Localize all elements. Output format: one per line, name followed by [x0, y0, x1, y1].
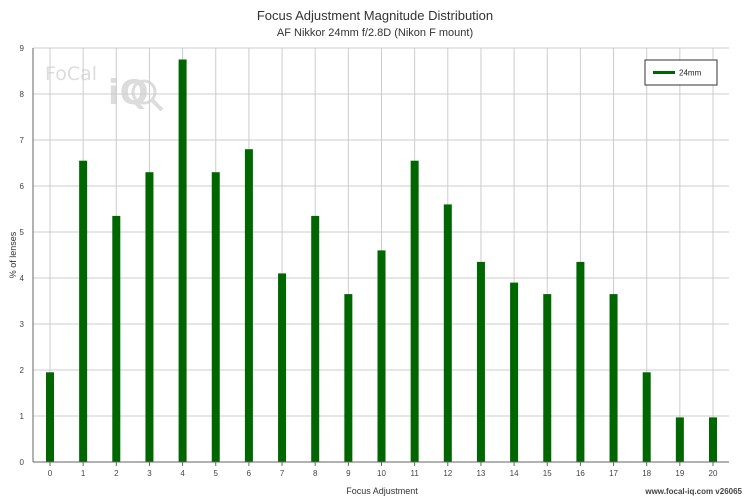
y-axis-label: % of lenses	[8, 231, 18, 278]
bar-10	[377, 250, 386, 462]
x-tick-label: 8	[313, 469, 318, 478]
x-tick-label: 6	[247, 469, 252, 478]
x-tick-label: 10	[377, 469, 386, 478]
x-tick-label: 18	[642, 469, 651, 478]
x-tick-label: 2	[114, 469, 119, 478]
bar-20	[709, 417, 717, 462]
y-tick-label: 1	[20, 412, 25, 421]
focal-iq-logo: FoCal iQ	[45, 63, 164, 113]
y-tick-label: 3	[20, 320, 25, 329]
x-tick-label: 3	[147, 469, 152, 478]
bar-8	[311, 215, 320, 462]
x-tick-label: 4	[180, 469, 185, 478]
x-axis-label: Focus Adjustment	[346, 486, 418, 496]
y-tick-label: 6	[20, 182, 25, 191]
x-tick-label: 16	[576, 469, 585, 478]
y-tick-label: 0	[20, 458, 25, 467]
y-tick-label: 5	[20, 228, 25, 237]
bar-16	[576, 261, 585, 462]
bar-2	[112, 215, 121, 462]
bar-1	[79, 160, 88, 462]
x-tick-label: 5	[214, 469, 219, 478]
y-tick-label: 2	[20, 366, 25, 375]
bar-13	[476, 261, 485, 462]
legend: 24mm	[644, 59, 718, 86]
x-tick-label: 11	[410, 469, 419, 478]
x-tick-label: 9	[346, 469, 351, 478]
bar-0	[46, 372, 54, 462]
footer-watermark: www.focal-iq.com v26065	[645, 487, 742, 496]
legend-label: 24mm	[679, 69, 702, 78]
x-tick-label: 1	[81, 469, 86, 478]
y-tick-label: 9	[20, 44, 25, 53]
bars	[46, 59, 717, 462]
axes	[32, 48, 729, 466]
y-tick-label: 7	[20, 136, 25, 145]
bar-18	[642, 372, 651, 462]
x-tick-label: 15	[543, 469, 552, 478]
x-tick-label: 20	[709, 469, 718, 478]
bar-12	[443, 204, 452, 462]
chart-subtitle: AF Nikkor 24mm f/2.8D (Nikon F mount)	[276, 27, 474, 39]
x-tick-label: 0	[48, 469, 53, 478]
x-tick-label: 14	[510, 469, 519, 478]
x-tick-label: 19	[675, 469, 684, 478]
bar-5	[211, 172, 220, 462]
bar-11	[410, 160, 419, 462]
svg-text:iQ: iQ	[108, 73, 149, 113]
chart-title: Focus Adjustment Magnitude Distribution	[256, 8, 494, 23]
y-tick-label: 4	[20, 274, 25, 283]
bar-3	[145, 172, 154, 462]
x-tick-label: 13	[476, 469, 485, 478]
x-tick-label: 12	[443, 469, 452, 478]
y-tick-label: 8	[20, 90, 25, 99]
bar-15	[543, 294, 552, 462]
bar-19	[675, 417, 684, 462]
bar-6	[244, 149, 253, 462]
svg-text:FoCal: FoCal	[45, 63, 97, 85]
bar-7	[278, 273, 287, 462]
bar-17	[609, 294, 618, 462]
bar-4	[178, 59, 187, 462]
x-tick-label: 7	[280, 469, 285, 478]
bar-14	[510, 282, 519, 462]
x-tick-label: 17	[609, 469, 618, 478]
bar-9	[344, 294, 353, 462]
